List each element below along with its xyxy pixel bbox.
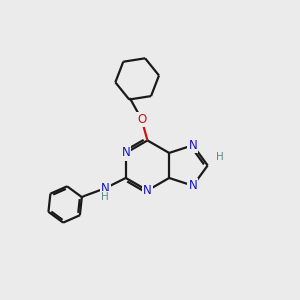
Text: N: N: [189, 179, 197, 192]
Text: H: H: [101, 192, 109, 202]
Text: O: O: [137, 113, 146, 126]
Text: H: H: [216, 152, 224, 162]
Text: N: N: [122, 146, 130, 159]
Text: N: N: [101, 182, 110, 195]
Text: N: N: [143, 184, 152, 197]
Text: N: N: [189, 139, 197, 152]
